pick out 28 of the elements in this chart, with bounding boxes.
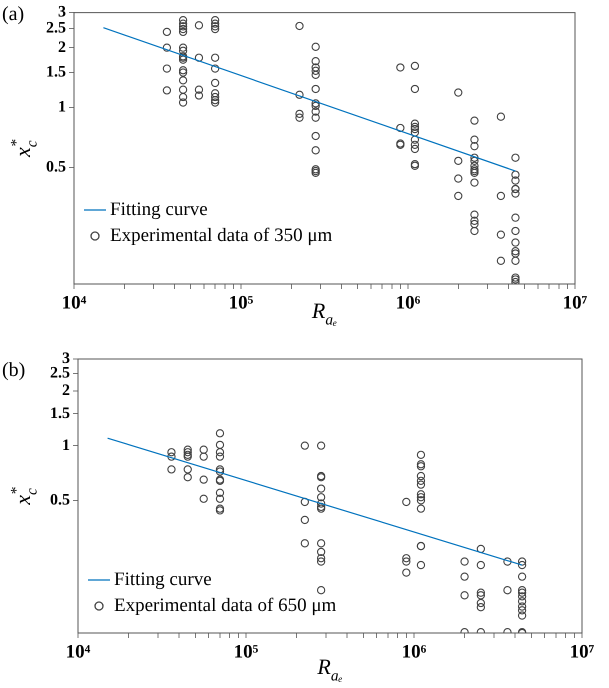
x-tick-label: 10⁵ bbox=[234, 641, 259, 662]
y-axis-title: xc* bbox=[8, 139, 41, 158]
y-tick-label: 2.5 bbox=[50, 364, 70, 382]
chart-title: (b) bbox=[2, 359, 26, 381]
y-tick-label: 2.5 bbox=[46, 20, 66, 37]
y-tick-label: 2 bbox=[62, 382, 70, 400]
x-tick-label: 10⁶ bbox=[402, 641, 427, 662]
y-axis-title: xc* bbox=[8, 486, 41, 506]
y-tick-label: 0.5 bbox=[46, 158, 66, 176]
y-tick-label: 1.5 bbox=[46, 64, 66, 81]
y-tick-label: 3 bbox=[62, 350, 70, 368]
chart-title: (a) bbox=[2, 3, 24, 25]
x-tick-label: 10⁴ bbox=[66, 641, 91, 662]
legend-label: Fitting curve bbox=[114, 568, 212, 590]
y-tick-label: 1 bbox=[58, 98, 66, 116]
y-tick-label: 3 bbox=[58, 4, 66, 21]
y-tick-label: 2 bbox=[58, 38, 66, 56]
y-tick-label: 1.5 bbox=[50, 404, 70, 422]
x-tick-label: 10⁴ bbox=[62, 292, 87, 314]
legend-label: Experimental data of 350 μm bbox=[110, 224, 333, 246]
x-tick-label: 10⁷ bbox=[570, 641, 595, 662]
x-tick-label: 10⁵ bbox=[228, 292, 254, 314]
legend-label: Fitting curve bbox=[110, 198, 208, 220]
x-tick-label: 10⁷ bbox=[562, 292, 588, 314]
y-tick-label: 0.5 bbox=[50, 491, 70, 508]
y-tick-label: 1 bbox=[62, 436, 70, 454]
x-tick-label: 10⁶ bbox=[396, 292, 421, 314]
legend-label: Experimental data of 650 μm bbox=[114, 594, 337, 616]
